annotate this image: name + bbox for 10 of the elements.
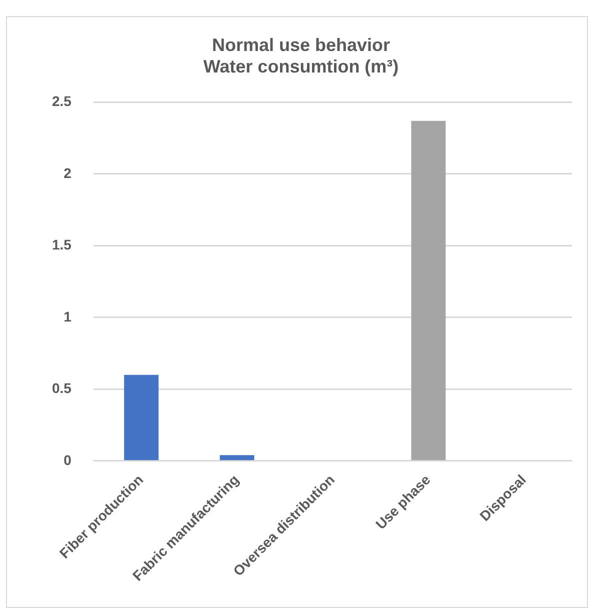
bar bbox=[124, 374, 159, 460]
y-tick-label: 0 bbox=[64, 452, 72, 468]
bar bbox=[220, 455, 254, 460]
y-tick-label: 2.5 bbox=[52, 93, 72, 110]
chart-title: Normal use behavior Water consumtion (m³) bbox=[203, 34, 399, 76]
bar bbox=[411, 120, 446, 460]
y-tick-label: 1 bbox=[64, 308, 72, 324]
y-tick-label: 0.5 bbox=[52, 380, 72, 396]
y-tick-label: 2 bbox=[64, 164, 72, 181]
y-tick-label: 1.5 bbox=[52, 236, 72, 253]
